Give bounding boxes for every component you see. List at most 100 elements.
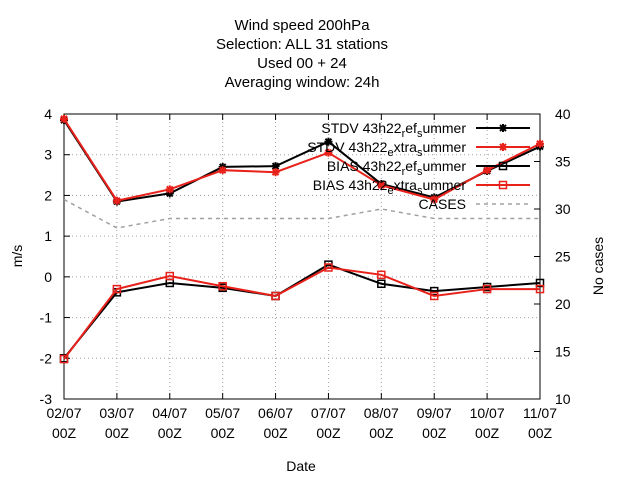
data-point: [271, 168, 280, 177]
x-tick-label: 00Z: [475, 425, 500, 441]
y2-tick-label: 25: [555, 249, 571, 265]
data-point: [165, 185, 174, 194]
legend-label-part: s: [417, 147, 423, 159]
x-tick-label: 09/07: [417, 405, 452, 421]
legend-item-2: BIAS 43h22refsummer: [327, 158, 530, 178]
data-point: [112, 196, 121, 205]
marker-stroke: [499, 143, 507, 151]
series-line: [63, 118, 541, 202]
x-tick-label: 05/07: [205, 405, 240, 421]
y-tick-label: -2: [40, 350, 53, 366]
legend-label-part: STDV 43h22: [321, 120, 401, 136]
legend-label-part: CASES: [419, 196, 466, 212]
legend-label-part: e: [387, 185, 393, 197]
legend-label-part: BIAS 43h22: [327, 158, 402, 174]
x-tick-label: 00Z: [422, 425, 447, 441]
y2-tick-label: 20: [555, 296, 571, 312]
marker-stroke: [166, 185, 174, 194]
x-tick-label: 00Z: [316, 425, 341, 441]
marker-stroke: [377, 181, 386, 189]
legend-marker: [498, 180, 508, 190]
data-point: [165, 271, 175, 281]
legend-label-part: ummer: [422, 139, 466, 155]
marker-stroke: [483, 166, 491, 174]
y2-axis-label: No cases: [590, 237, 606, 295]
legend-item-1: STDV 43h22extrasummer: [307, 139, 530, 159]
data-point: [535, 278, 545, 288]
y2-tick-label: 10: [555, 391, 571, 407]
marker-stroke: [60, 115, 68, 123]
data-point: [59, 354, 69, 364]
y-tick-label: 4: [44, 106, 52, 122]
legend-marker: [499, 143, 507, 151]
data-point: [535, 284, 545, 294]
legend-label-part: STDV 43h22: [307, 139, 387, 155]
data-point: [483, 166, 492, 175]
series-line: [63, 119, 541, 203]
legend-item-3: BIAS 43h22extrasummer: [313, 177, 530, 197]
data-point: [60, 114, 68, 123]
y-tick-label: 2: [44, 187, 52, 203]
grid-lines: [64, 114, 540, 399]
legend-label-part: ummer: [422, 177, 466, 193]
data-point: [429, 291, 439, 301]
y2-tick-label: 30: [555, 201, 571, 217]
legend-label-part: r: [402, 166, 406, 178]
legend-label-part: ef: [405, 120, 417, 136]
legend-label: CASES: [419, 196, 466, 212]
series-4: [63, 198, 540, 229]
legend-label-part: e: [387, 147, 393, 159]
legend-label-part: xtra: [394, 139, 418, 155]
marker-stroke: [430, 195, 438, 204]
legend-label-part: BIAS 43h22: [313, 177, 388, 193]
data-point: [218, 166, 227, 175]
y2-tick-label: 35: [555, 154, 571, 170]
x-tick-label: 00Z: [211, 425, 236, 441]
x-tick-label: 00Z: [158, 425, 183, 441]
data-point: [377, 181, 386, 190]
x-tick-label: 00Z: [263, 425, 288, 441]
data-point: [112, 284, 122, 294]
legend-marker: [499, 124, 507, 132]
y2-axis-ticks: 10 15 20 25 30 35 40: [534, 106, 571, 407]
x-tick-label: 00Z: [105, 425, 130, 441]
legend-label-part: ef: [405, 158, 417, 174]
x-tick-label: 03/07: [99, 405, 134, 421]
plot-frame: [63, 113, 541, 400]
legend-label: BIAS 43h22extrasummer: [313, 177, 467, 197]
x-tick-label: 00Z: [369, 425, 394, 441]
series-line: [63, 266, 540, 360]
marker-stroke: [271, 162, 280, 170]
legend-label: STDV 43h22extrasummer: [307, 139, 466, 159]
series-layer: [59, 114, 545, 364]
legend-marker: [498, 161, 508, 171]
data-point: [271, 291, 280, 301]
series-2: [59, 260, 545, 363]
title-line: Averaging window: 24h: [225, 74, 380, 91]
legend-label: STDV 43h22refsummer: [321, 120, 466, 140]
legend-label-part: ummer: [422, 120, 466, 136]
legend-label: BIAS 43h22refsummer: [327, 158, 466, 178]
legend-label-part: xtra: [394, 177, 418, 193]
marker-stroke: [324, 137, 333, 146]
series-0: [60, 116, 544, 206]
data-point: [324, 263, 333, 272]
x-tick-label: 11/07: [523, 405, 557, 421]
y2-tick-label: 40: [555, 106, 571, 122]
legend-label-part: s: [417, 128, 423, 140]
x-tick-label: 02/07: [46, 405, 81, 421]
x-tick-label: 07/07: [311, 405, 346, 421]
marker-stroke: [113, 197, 121, 205]
x-tick-label: 10/07: [470, 405, 505, 421]
x-tick-label: 00Z: [52, 425, 77, 441]
data-point: [377, 270, 386, 280]
marker-stroke: [536, 140, 544, 148]
marker-stroke: [218, 166, 227, 174]
y-tick-label: -3: [40, 391, 53, 407]
x-tick-label: 04/07: [152, 405, 187, 421]
x-axis-label: Date: [286, 458, 316, 474]
data-point: [482, 284, 492, 294]
chart-title: Wind speed 200hPa Selection: ALL 31 stati…: [216, 17, 388, 91]
